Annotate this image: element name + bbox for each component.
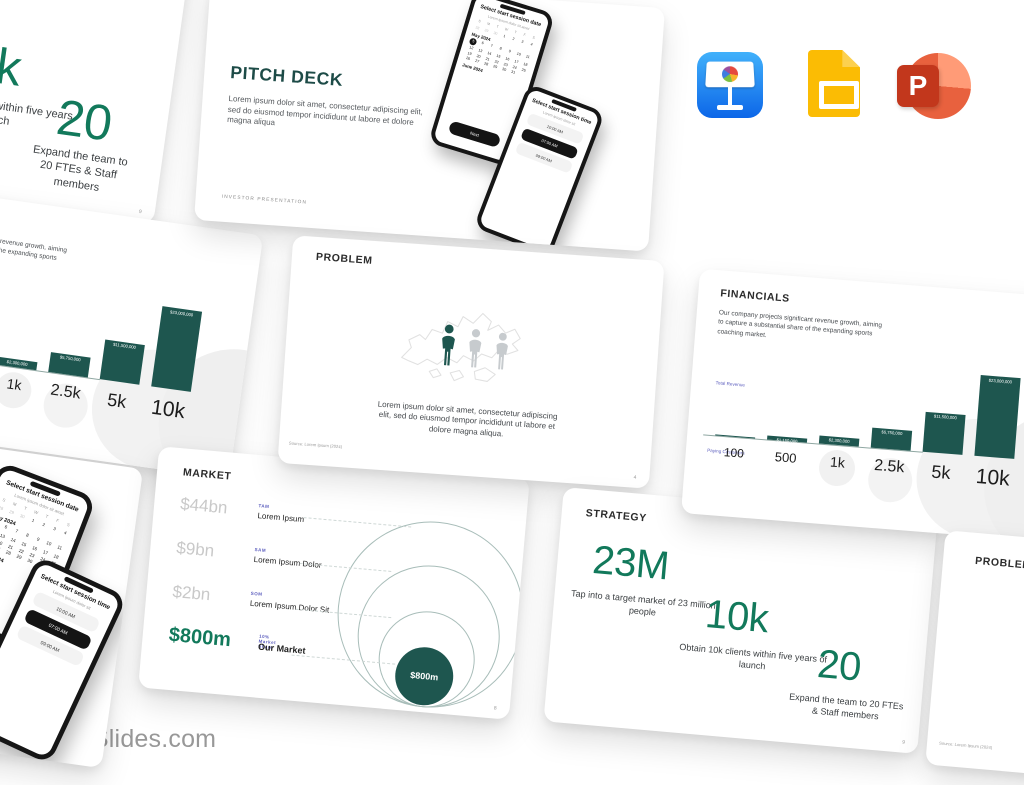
stat-caption: Obtain 10k clients within five years of … (677, 642, 828, 678)
market-value: $2bn (172, 582, 211, 604)
slide-strategy-partial: STRATEGY 23M Tap into a target market of… (0, 0, 192, 224)
market-row-tam: $44bn TAM Lorem Ipsum (179, 494, 228, 518)
keynote-icon (697, 52, 763, 118)
google-slides-icon (808, 50, 860, 117)
slide-body: Lorem ipsum dolor sit amet, consectetur … (227, 94, 424, 139)
bar-category-label: 100 (707, 444, 760, 462)
bar-category-label: 5k (914, 460, 967, 485)
page-number: 8 (494, 705, 497, 711)
bar-category-label: 500 (759, 448, 812, 467)
bar-value-label: $11,500,000 (925, 413, 965, 421)
next-button: Next (448, 120, 502, 148)
market-tag: SOM (251, 591, 263, 597)
slide-body: Our company projects significant revenue… (717, 308, 887, 349)
stat-value: 20 (816, 642, 863, 691)
market-value: $9bn (176, 538, 215, 560)
slide-title: PROBLEM (316, 251, 373, 267)
financials-bar-chart: 100$1,150,000500$2,300,0001k$5,750,0002.… (0, 269, 208, 393)
bar-value-label: $11,500,000 (104, 341, 144, 352)
slide-title: MARKET (183, 466, 232, 482)
market-tag: TAM (258, 503, 269, 509)
page-number: 9 (902, 740, 905, 746)
slide-cover: PITCH DECK Lorem ipsum dolor sit amet, c… (194, 0, 665, 252)
powerpoint-letter: P (909, 70, 928, 102)
bar-100: 100 (709, 354, 767, 439)
bar-value-label: $23,000,000 (980, 377, 1020, 385)
market-name: Lorem Ipsum (257, 511, 377, 530)
slide-financials-left: FINANCIALS Our company projects signific… (0, 183, 263, 479)
market-row-sam: $9bn SAM Lorem Ipsum Dolor (176, 538, 215, 561)
stat-value: 10k (703, 592, 770, 642)
market-row-our-market: $800m 10% Market Share Our Market (168, 624, 232, 652)
market-tag: SAM (254, 547, 266, 553)
bar-value-label: $5,750,000 (872, 429, 912, 437)
stat-value: 10k (0, 29, 25, 97)
market-value: $44bn (179, 494, 228, 517)
slide-market: MARKET $44bn TAM Lorem Ipsum $9bn SAM Lo… (138, 446, 530, 720)
stat-caption: Tap into a target market of 23 million p… (567, 588, 718, 624)
calendar-day: 4 (59, 528, 71, 537)
source-note: Source: Lorem Ipsum (2024) (939, 740, 993, 750)
keynote-screen (705, 62, 755, 88)
bar-value-label: $1,150,000 (767, 437, 807, 445)
person-icon (437, 322, 460, 369)
bar-value-label: $2,300,000 (0, 358, 37, 369)
stat-caption: Expand the team to 20 FTEs & Staff membe… (23, 142, 133, 199)
page-number: 4 (633, 475, 636, 481)
bar-value-label: $2,300,000 (819, 437, 859, 445)
bar-category-label: 10k (966, 464, 1020, 492)
person-icon (491, 330, 512, 373)
stat-caption: Expand the team to 20 FTEs & Staff membe… (785, 691, 907, 725)
calendar-day: 25 (519, 67, 529, 74)
slide-body: Our company projects significant revenue… (0, 224, 72, 275)
slide-title: PROBLEM (975, 555, 1024, 572)
slide-title: STRATEGY (585, 507, 647, 524)
slide-financials: FINANCIALS Our company projects signific… (681, 269, 1024, 545)
stat-value: 23M (591, 538, 671, 589)
slide-problem-partial: PROBLEM Source: Lorem Ipsum (2024) (925, 530, 1024, 785)
source-note: Source: Lorem Ipsum (2024) (289, 441, 343, 450)
bar-value-label: $5,750,000 (50, 353, 90, 364)
calendar-day: 31 (508, 69, 518, 76)
market-row-som: $2bn SOM Lorem Ipsum Dolor Sit (172, 582, 211, 605)
slide-body: Lorem ipsum dolor sit amet, consectetur … (371, 399, 563, 443)
slide-title: FINANCIALS (720, 287, 790, 304)
calendar-day: 4 (527, 41, 537, 48)
powerpoint-icon: P (897, 50, 971, 122)
market-value: $800m (168, 624, 232, 651)
page-number: 9 (139, 209, 143, 215)
weekday-label: S (529, 34, 539, 41)
slide-problem: PROBLEM Lorem ipsum dolor sit amet, cons… (278, 235, 665, 488)
pie-chart-icon (722, 66, 738, 82)
person-icon (464, 326, 486, 370)
bar-value-label: $23,000,000 (162, 308, 202, 319)
person-icons (437, 322, 514, 373)
slide-footer: INVESTOR PRESENTATION (222, 195, 308, 206)
stat-value: 20 (53, 88, 115, 153)
slide-title: PITCH DECK (230, 62, 344, 91)
weekday-label: S (62, 520, 74, 529)
